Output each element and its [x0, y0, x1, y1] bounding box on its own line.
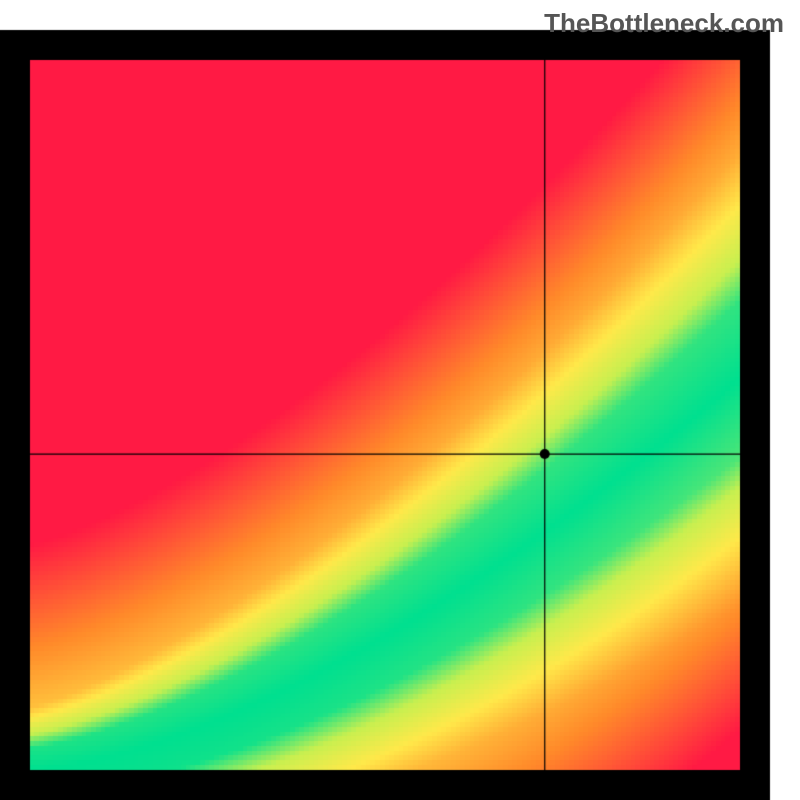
heatmap-canvas: [0, 0, 800, 800]
chart-container: TheBottleneck.com: [0, 0, 800, 800]
